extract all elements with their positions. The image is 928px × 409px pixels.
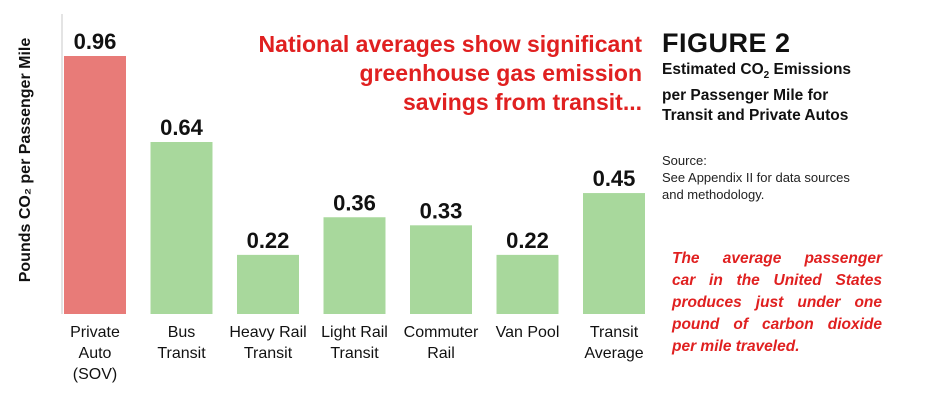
category-label-line: Transit <box>589 324 639 341</box>
source-text: and methodology. <box>662 187 765 202</box>
figure-subtitle-line: per Passenger Mile for <box>662 87 829 105</box>
bar <box>410 225 472 314</box>
category-label-line: Light Rail <box>321 324 388 341</box>
value-label: 0.36 <box>333 190 376 215</box>
bar <box>583 193 645 314</box>
bar <box>323 217 386 314</box>
value-labels-layer: 0.96 0.64 0.22 0.36 0.33 0.22 0.45 <box>74 29 636 253</box>
figure-subtitle-line: Transit and Private Autos <box>662 107 849 125</box>
callout-note: The average passenger car in the United … <box>672 248 882 358</box>
value-label: 0.22 <box>506 228 549 253</box>
value-label: 0.64 <box>160 115 204 140</box>
category-label-line: Private <box>70 324 120 341</box>
callout-line: pound of carbon dioxide <box>672 316 882 333</box>
figure-subtitle-line: Estimated CO2 Emissions <box>662 60 902 86</box>
value-label: 0.22 <box>247 228 290 253</box>
headline: National averages show significant green… <box>222 30 642 117</box>
bar <box>64 56 126 314</box>
category-label-line: Bus <box>167 324 196 341</box>
category-label: Private Auto (SOV) <box>47 322 143 385</box>
category-label-line: Commuter <box>403 324 479 341</box>
category-label-line: Van Pool <box>495 324 560 341</box>
bar <box>150 142 213 314</box>
value-label: 0.33 <box>420 198 463 223</box>
category-label: Heavy Rail Transit <box>220 322 316 364</box>
category-label-line: (SOV) <box>72 366 118 383</box>
category-label-line: Transit <box>157 345 206 362</box>
source-label: Source: <box>662 153 707 168</box>
category-label-line: Heavy Rail <box>229 324 307 341</box>
category-label: Light Rail Transit <box>307 322 403 364</box>
category-label-line: Transit <box>330 345 379 362</box>
category-label-line: Average <box>584 345 644 362</box>
source-note: Source: See Appendix II for data sources… <box>662 152 912 203</box>
callout-line: per mile traveled. <box>672 338 800 355</box>
figure-subtitle: Estimated CO2 Emissions per Passenger Mi… <box>662 60 902 126</box>
category-label: Commuter Rail <box>393 322 489 364</box>
figure-title: FIGURE 2 <box>662 28 791 58</box>
y-axis-label: Pounds CO₂ per Passenger Mile <box>17 37 34 283</box>
category-label-line: Auto <box>78 345 112 362</box>
value-label: 0.96 <box>74 29 117 54</box>
callout-line: car in the United States <box>672 272 882 289</box>
bar <box>237 254 299 314</box>
category-label-line: Rail <box>427 345 455 362</box>
value-label: 0.45 <box>593 166 636 191</box>
bars-layer <box>64 56 645 314</box>
bar <box>496 254 559 314</box>
category-label: Bus Transit <box>134 322 230 364</box>
subtitle-text: Estimated CO <box>662 61 764 78</box>
callout-line: produces just under one <box>672 294 882 311</box>
category-label: Transit Average <box>566 322 662 364</box>
headline-line: National averages show significant <box>258 31 642 57</box>
callout-line: The average passenger <box>672 250 882 267</box>
subtitle-text: Emissions <box>769 61 852 78</box>
headline-line: greenhouse gas emission <box>359 60 642 86</box>
category-label: Van Pool <box>480 322 576 343</box>
category-label-line: Transit <box>243 345 293 362</box>
source-text: See Appendix II for data sources <box>662 170 850 185</box>
headline-line: savings from transit... <box>402 89 642 115</box>
subtitle-subscript: 2 <box>763 70 770 82</box>
